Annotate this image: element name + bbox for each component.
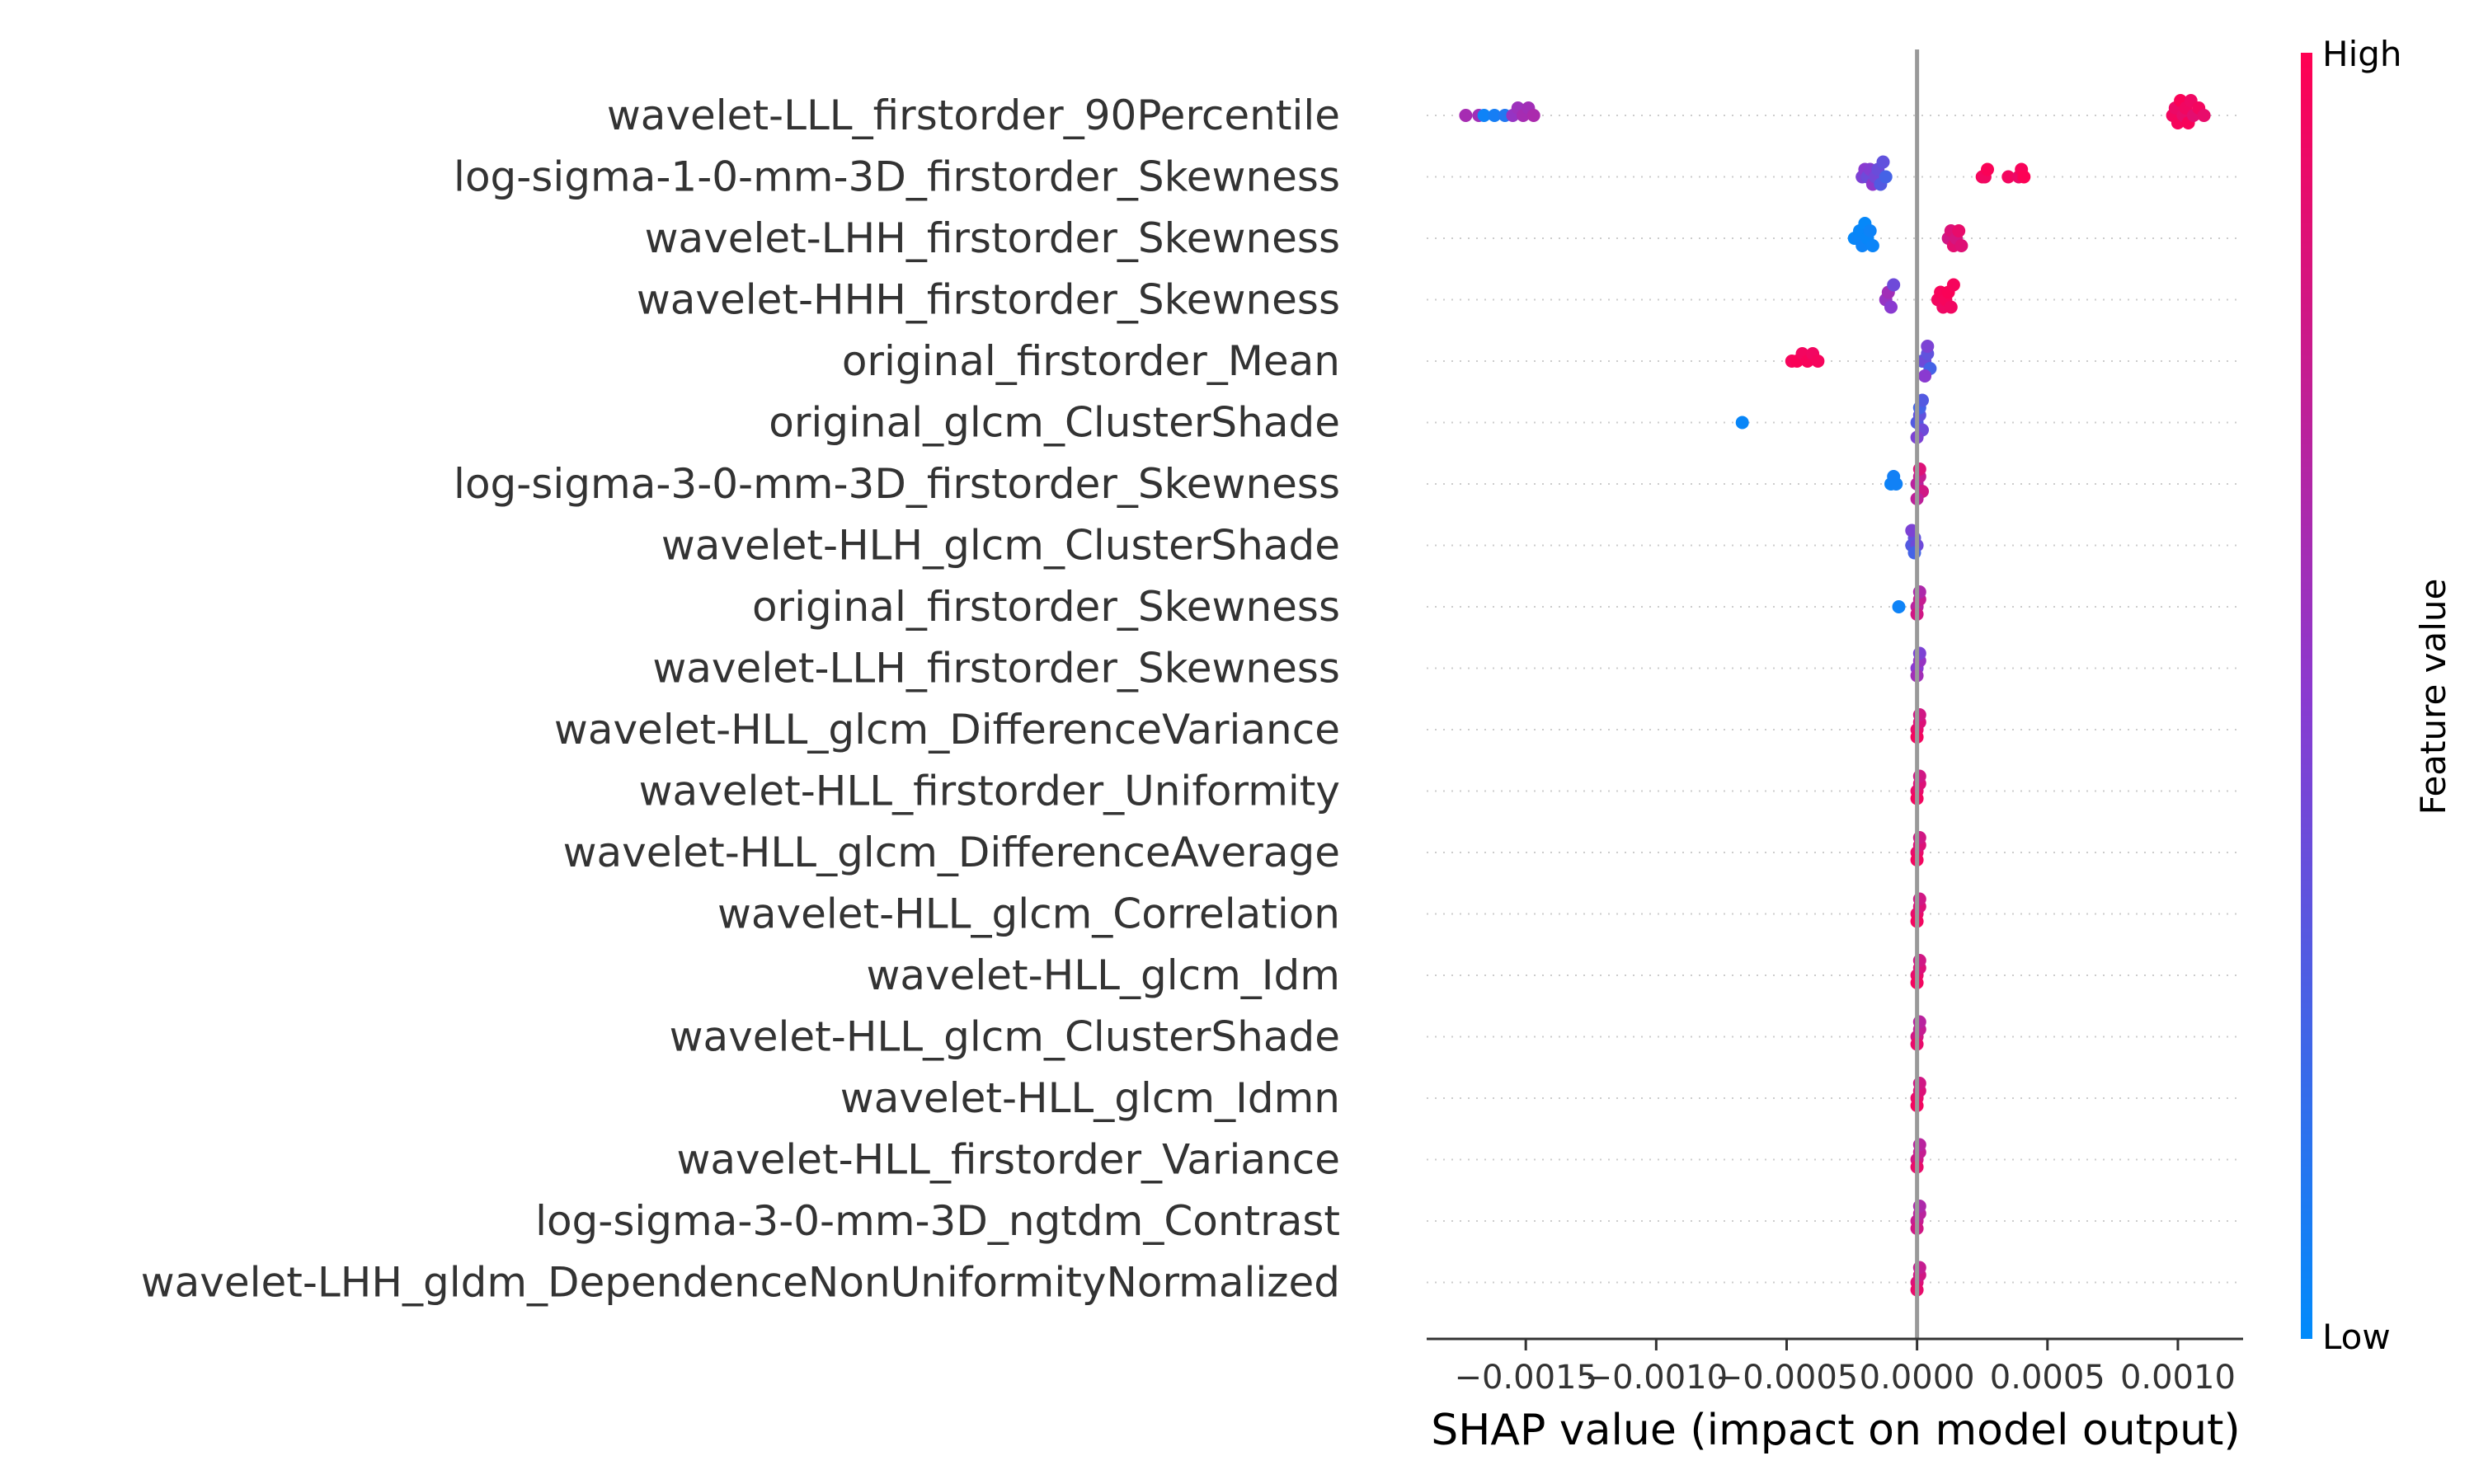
shap-point: [1735, 416, 1749, 430]
feature-label: wavelet-HLL_glcm_DifferenceAverage: [563, 829, 1340, 876]
feature-label: wavelet-HLL_glcm_DifferenceVariance: [554, 706, 1340, 754]
x-tick-label: 0.0010: [2120, 1359, 2236, 1397]
shap-point: [1876, 155, 1890, 169]
shap-point: [2001, 170, 2015, 184]
shap-point: [1884, 300, 1898, 314]
colorbar: High Low Feature value: [2301, 34, 2453, 1357]
feature-label: wavelet-LLH_firstorder_Skewness: [652, 645, 1340, 693]
shap-point: [1921, 340, 1935, 353]
shap-point: [1889, 477, 1903, 491]
feature-label: log-sigma-3-0-mm-3D_firstorder_Skewness: [454, 460, 1340, 508]
shap-point: [1488, 109, 1502, 122]
shap-point: [1811, 355, 1825, 368]
shap-point: [1526, 109, 1540, 122]
shap-point: [1981, 162, 1994, 176]
feature-label: wavelet-HLL_glcm_Correlation: [717, 890, 1340, 938]
shap-point: [1944, 300, 1958, 314]
shap-point: [1946, 278, 1960, 292]
feature-label: wavelet-HLL_glcm_ClusterShade: [670, 1013, 1340, 1061]
x-axis-title: SHAP value (impact on model output): [1431, 1406, 2240, 1455]
feature-label: log-sigma-1-0-mm-3D_firstorder_Skewness: [454, 153, 1340, 201]
shap-point: [1865, 239, 1879, 252]
shap-point: [1952, 224, 1966, 237]
x-axis: −0.0015−0.0010−0.0005 0.0000 0.0005 0.0010: [1427, 1337, 2243, 1397]
feature-label: wavelet-HLL_firstorder_Uniformity: [639, 768, 1340, 815]
x-tick-label: −0.0015: [1454, 1359, 1597, 1397]
shap-point: [1459, 109, 1473, 122]
shap-points: [1459, 94, 2211, 1297]
feature-label: original_firstorder_Mean: [842, 337, 1340, 385]
colorbar-high-label: High: [2322, 34, 2402, 74]
x-tick-label: −0.0010: [1585, 1359, 1728, 1397]
shap-point: [1477, 109, 1491, 122]
feature-label: wavelet-HLH_glcm_ClusterShade: [661, 522, 1340, 570]
feature-label: wavelet-LHH_firstorder_Skewness: [645, 214, 1340, 262]
shap-point: [1887, 278, 1901, 292]
feature-label: wavelet-LLL_firstorder_90Percentile: [607, 92, 1340, 139]
shap-point: [2017, 170, 2031, 184]
colorbar-title: Feature value: [2413, 579, 2453, 815]
shap-point: [1892, 600, 1906, 613]
x-tick-label: 0.0000: [1860, 1359, 1975, 1397]
feature-label: wavelet-HLL_glcm_Idmn: [840, 1074, 1340, 1122]
shap-point: [1863, 224, 1877, 237]
shap-point: [1879, 170, 1893, 184]
shap-point: [2197, 109, 2211, 122]
feature-label: wavelet-HLL_firstorder_Variance: [676, 1136, 1340, 1184]
feature-label: wavelet-HHH_firstorder_Skewness: [637, 276, 1340, 324]
colorbar-gradient: [2301, 53, 2312, 1339]
feature-rows: wavelet-LLL_firstorder_90Percentile log-s…: [141, 92, 2243, 1307]
feature-label: original_glcm_ClusterShade: [769, 399, 1340, 447]
feature-label: original_firstorder_Skewness: [752, 583, 1340, 631]
feature-label: wavelet-LHH_gldm_DependenceNonUniformity…: [141, 1259, 1340, 1307]
x-tick-label: 0.0005: [1990, 1359, 2105, 1397]
feature-label: wavelet-HLL_glcm_Idm: [866, 951, 1340, 999]
colorbar-low-label: Low: [2322, 1317, 2391, 1357]
shap-point: [1954, 239, 1968, 252]
shap-point: [1918, 369, 1932, 383]
x-tick-label: −0.0005: [1715, 1359, 1858, 1397]
feature-label: log-sigma-3-0-mm-3D_ngtdm_Contrast: [535, 1197, 1340, 1245]
